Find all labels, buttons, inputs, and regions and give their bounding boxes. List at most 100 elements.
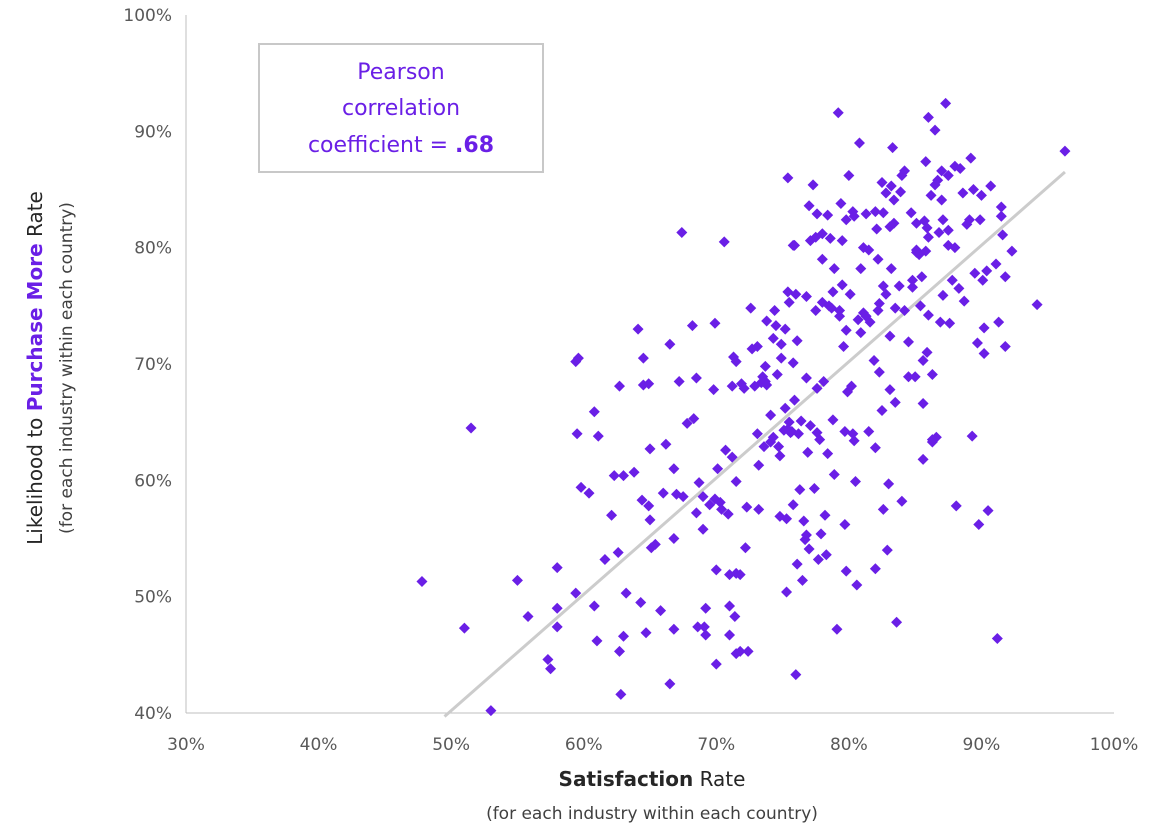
data-point	[827, 286, 839, 298]
data-point	[811, 208, 823, 220]
data-point	[999, 271, 1011, 283]
data-point	[775, 352, 787, 364]
data-point	[936, 194, 948, 206]
data-point	[724, 629, 736, 641]
x-axis-subtitle: (for each industry within each country)	[486, 804, 818, 824]
data-point	[741, 501, 753, 513]
data-point	[615, 688, 627, 700]
data-point	[570, 587, 582, 599]
data-point	[903, 371, 915, 383]
x-tick-label: 60%	[565, 735, 603, 755]
data-point	[551, 602, 563, 614]
data-point	[936, 165, 948, 177]
data-point	[738, 382, 750, 394]
data-point	[885, 180, 897, 192]
data-point	[458, 622, 470, 634]
data-point	[657, 487, 669, 499]
data-point	[863, 425, 875, 437]
data-point	[881, 544, 893, 556]
data-point	[592, 430, 604, 442]
data-point	[812, 553, 824, 565]
data-point	[953, 282, 965, 294]
data-point	[751, 341, 763, 353]
annotation-value: .68	[455, 133, 494, 158]
data-point	[722, 508, 734, 520]
data-point	[572, 352, 584, 364]
data-point	[789, 394, 801, 406]
data-point	[697, 523, 709, 535]
y-tick-label: 100%	[123, 6, 172, 26]
data-point	[775, 338, 787, 350]
data-point	[893, 280, 905, 292]
data-point	[873, 366, 885, 378]
x-tick-label: 50%	[432, 735, 470, 755]
data-point	[664, 678, 676, 690]
data-points	[416, 97, 1071, 717]
data-point	[884, 384, 896, 396]
data-point	[903, 336, 915, 348]
data-point	[700, 602, 712, 614]
data-point	[710, 658, 722, 670]
data-point	[796, 574, 808, 586]
data-point	[895, 186, 907, 198]
annotation-border	[258, 43, 544, 173]
data-point	[966, 430, 978, 442]
data-point	[868, 355, 880, 367]
data-point	[704, 499, 716, 511]
data-point	[614, 380, 626, 392]
data-point	[899, 304, 911, 316]
data-point	[954, 163, 966, 175]
data-point	[677, 491, 689, 503]
data-point	[838, 341, 850, 353]
data-point	[811, 382, 823, 394]
data-point	[906, 274, 918, 286]
data-point	[816, 228, 828, 240]
data-point	[883, 478, 895, 490]
data-point	[673, 375, 685, 387]
data-point	[877, 503, 889, 515]
data-point	[739, 542, 751, 554]
data-point	[818, 375, 830, 387]
data-point	[974, 214, 986, 226]
data-point	[917, 398, 929, 410]
data-point	[840, 214, 852, 226]
data-point	[922, 309, 934, 321]
data-point	[690, 507, 702, 519]
data-point	[860, 208, 872, 220]
data-point	[840, 565, 852, 577]
data-point	[765, 409, 777, 421]
data-point	[917, 355, 929, 367]
data-point	[588, 600, 600, 612]
data-point	[599, 553, 611, 565]
data-point	[828, 469, 840, 481]
data-point	[655, 605, 667, 617]
data-point	[920, 245, 932, 257]
data-point	[914, 300, 926, 312]
data-point	[416, 576, 428, 588]
data-point	[848, 435, 860, 447]
data-point	[909, 371, 921, 383]
data-point	[668, 463, 680, 475]
data-point	[871, 223, 883, 235]
data-point	[783, 296, 795, 308]
data-point	[896, 495, 908, 507]
data-point	[734, 569, 746, 581]
data-point	[724, 600, 736, 612]
data-point	[816, 253, 828, 265]
data-point	[714, 496, 726, 508]
x-axis-title-bold: Satisfaction	[559, 767, 694, 791]
data-point	[617, 470, 629, 482]
y-tick-label: 50%	[134, 588, 172, 608]
annotation-line-2: correlation	[342, 96, 460, 121]
y-axis-title: Likelihood to Purchase More Rate	[23, 191, 47, 545]
data-point	[803, 200, 815, 212]
data-point	[636, 494, 648, 506]
annotation-line-3: coefficient = .68	[308, 133, 494, 158]
data-point	[551, 562, 563, 574]
data-point	[545, 663, 557, 675]
data-point	[770, 320, 782, 332]
data-point	[819, 509, 831, 521]
data-point	[855, 263, 867, 275]
data-point	[855, 327, 867, 339]
data-point	[511, 574, 523, 586]
